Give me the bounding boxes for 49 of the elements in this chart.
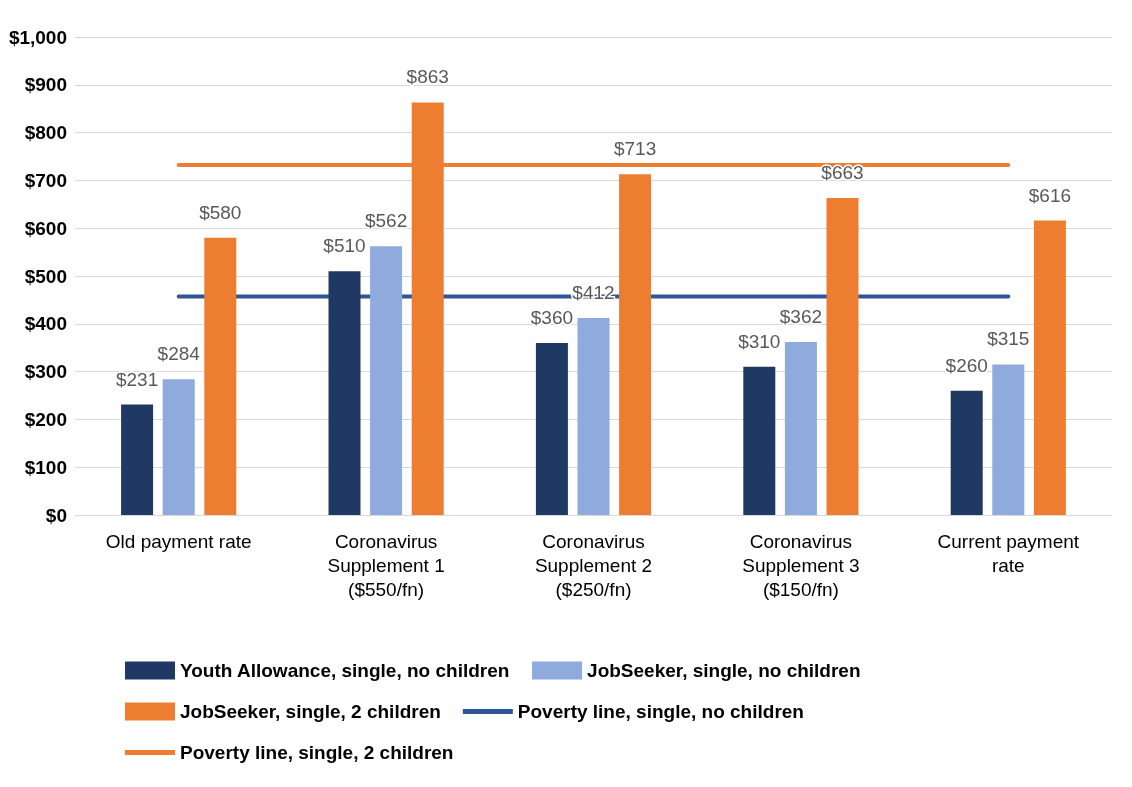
y-tick-label: $900 [24,74,67,96]
x-tick-label: Coronavirus Supplement 3 ($150/fn) [742,530,860,600]
data-label: $580 [199,201,242,223]
data-label: $616 [1028,184,1072,206]
legend-label: JobSeeker, single, 2 children [180,701,441,722]
bar [619,174,652,515]
data-label: $315 [987,328,1030,350]
y-tick-label: $600 [24,217,67,239]
bar [1033,220,1066,515]
x-tick-label: Current payment rate [937,530,1080,576]
data-label: $510 [323,235,366,257]
legend-label: Youth Allowance, single, no children [180,660,510,681]
y-tick-label: $300 [24,361,67,383]
bar [992,364,1025,515]
y-tick-label: $800 [24,122,67,144]
y-tick-label: $100 [24,456,67,478]
data-label: $260 [945,354,988,376]
bar [743,366,776,515]
data-label: $284 [157,343,201,365]
data-label: $310 [738,330,781,352]
legend-label: JobSeeker, single, no children [587,660,861,681]
data-label: $663 [821,162,864,184]
y-tick-label: $0 [45,504,67,526]
bar [328,271,361,515]
legend-label: Poverty line, single, 2 children [180,742,454,763]
y-tick-label: $1,000 [8,26,67,48]
data-label: $362 [779,305,823,327]
bar [204,237,237,515]
bar [162,379,195,515]
data-label: $863 [406,66,449,88]
y-tick-label: $700 [24,169,67,191]
bar [826,198,859,515]
bar [577,318,610,515]
bar [535,342,568,515]
legend-label: Poverty line, single, no children [517,701,804,722]
x-tick-label: Coronavirus Supplement 2 ($250/fn) [534,530,653,600]
bar [950,390,983,515]
data-label: $713 [613,138,657,160]
y-tick-label: $400 [24,313,67,335]
bar [784,341,817,515]
y-tick-label: $500 [24,265,67,287]
data-label: $562 [364,210,408,232]
x-tick-label: Old payment rate [105,530,252,552]
x-tick-label: Coronavirus Supplement 1 ($550/fn) [327,530,445,600]
bar [370,246,403,515]
data-label: $231 [115,368,159,390]
y-tick-label: $200 [24,408,67,430]
bar [121,404,154,515]
data-label: $360 [530,306,574,328]
